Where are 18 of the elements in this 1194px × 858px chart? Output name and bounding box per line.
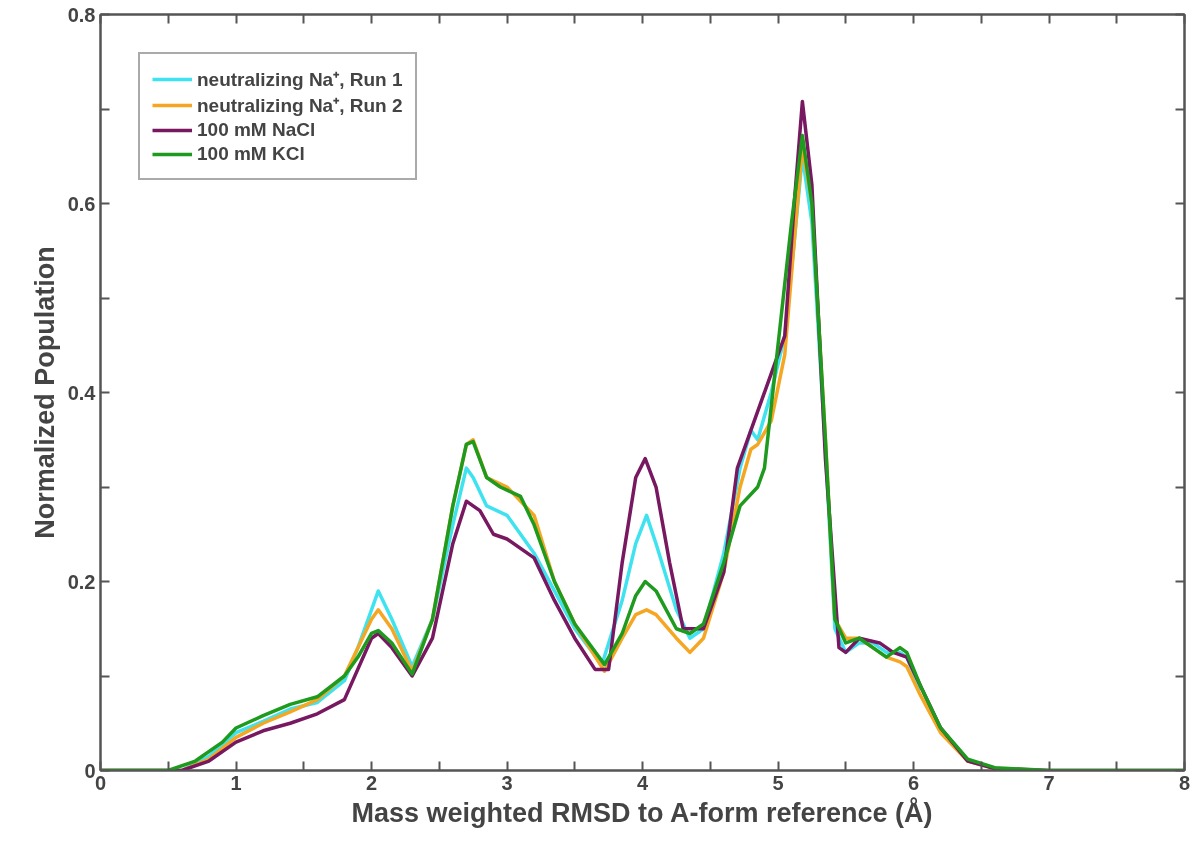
legend-label: neutralizing Na⁺, Run 2 (197, 94, 403, 118)
x-tick-label: 1 (230, 771, 242, 794)
x-tick-label: 2 (365, 771, 378, 794)
x-tick-label: 3 (501, 771, 513, 794)
y-tick-label: 0.8 (67, 3, 96, 26)
x-tick-label: 5 (772, 771, 784, 794)
legend-label: 100 mM KCl (197, 142, 305, 166)
legend-label: 100 mM NaCl (197, 118, 316, 142)
legend-label: neutralizing Na⁺, Run 1 (197, 68, 403, 92)
y-axis-title: Normalized Population (29, 246, 60, 539)
x-tick-label: 6 (907, 771, 920, 794)
y-tick-label: 0.6 (67, 192, 96, 215)
x-tick-label: 8 (1178, 771, 1191, 794)
x-axis-title: Mass weighted RMSD to A-form reference (Å) (351, 796, 933, 828)
x-tick-label: 4 (636, 771, 649, 794)
y-tick-label: 0.4 (67, 381, 97, 404)
x-tick-label: 7 (1043, 771, 1055, 794)
y-tick-label: 0.2 (67, 570, 96, 593)
